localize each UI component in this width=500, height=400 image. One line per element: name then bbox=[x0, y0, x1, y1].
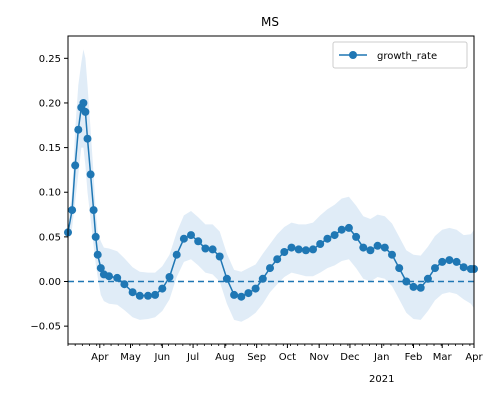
data-point bbox=[438, 257, 447, 266]
data-point bbox=[144, 291, 152, 300]
data-point bbox=[172, 250, 181, 259]
data-point bbox=[208, 245, 217, 254]
data-point bbox=[215, 252, 224, 261]
data-point bbox=[68, 206, 77, 215]
x-tick-label: Jun bbox=[154, 352, 171, 363]
data-point bbox=[445, 256, 454, 265]
data-point bbox=[165, 273, 174, 281]
data-point bbox=[395, 264, 404, 273]
data-point bbox=[380, 243, 389, 252]
data-point bbox=[113, 273, 122, 282]
y-tick-label: −0.05 bbox=[30, 322, 61, 333]
data-point bbox=[352, 232, 361, 241]
data-point bbox=[194, 237, 203, 246]
data-point bbox=[337, 225, 346, 234]
data-point bbox=[409, 282, 418, 291]
data-point bbox=[81, 107, 90, 116]
data-point bbox=[273, 255, 282, 264]
data-point bbox=[373, 241, 382, 250]
data-point bbox=[287, 243, 296, 252]
y-tick-label: 0.05 bbox=[39, 232, 61, 243]
legend-dot-marker bbox=[349, 51, 357, 59]
data-point bbox=[344, 223, 353, 232]
data-point bbox=[105, 272, 113, 281]
series-layer bbox=[64, 99, 478, 301]
data-point bbox=[89, 206, 98, 215]
data-point bbox=[222, 274, 231, 283]
y-tick-label: 0.10 bbox=[39, 188, 61, 199]
data-point bbox=[86, 170, 95, 179]
data-point bbox=[266, 264, 274, 273]
data-point bbox=[91, 232, 100, 241]
data-point bbox=[237, 292, 246, 301]
x-axis: Apr May Jun Jul Aug Sep Oct Nov Dec Jan Feb Mar Apr bbox=[67, 344, 484, 363]
x-tick-label: Sep bbox=[247, 352, 266, 363]
data-point bbox=[258, 274, 267, 283]
data-point bbox=[416, 283, 425, 292]
x-year-label: 2021 bbox=[369, 374, 394, 385]
data-point bbox=[280, 248, 289, 256]
data-point bbox=[452, 257, 461, 266]
data-point bbox=[294, 245, 303, 254]
data-point bbox=[179, 234, 188, 243]
data-point bbox=[74, 125, 83, 134]
plot-area bbox=[64, 49, 478, 322]
data-point bbox=[359, 243, 368, 252]
y-tick-label: 0.00 bbox=[39, 277, 61, 288]
data-point bbox=[187, 231, 195, 240]
y-axis: −0.05 0.00 0.05 0.10 0.15 0.20 0.25 bbox=[30, 54, 68, 333]
data-point bbox=[128, 288, 137, 297]
data-point bbox=[93, 250, 102, 259]
data-point bbox=[402, 277, 411, 286]
data-point bbox=[151, 290, 160, 299]
data-point bbox=[230, 290, 239, 299]
x-tick-label: Nov bbox=[309, 352, 329, 363]
x-tick-label: Apr bbox=[465, 352, 483, 363]
data-point bbox=[96, 264, 105, 273]
x-tick-label: Aug bbox=[215, 352, 235, 363]
x-tick-label: Oct bbox=[279, 352, 296, 363]
x-tick-label: Feb bbox=[405, 352, 423, 363]
legend-box bbox=[332, 41, 468, 69]
data-point bbox=[244, 289, 253, 298]
data-point bbox=[316, 240, 325, 248]
data-point bbox=[201, 244, 210, 253]
data-point bbox=[423, 274, 432, 283]
data-point bbox=[251, 284, 260, 293]
x-tick-label: Apr bbox=[91, 352, 109, 363]
data-point bbox=[431, 264, 439, 273]
x-tick-label: Mar bbox=[433, 352, 453, 363]
data-point bbox=[71, 161, 80, 170]
x-tick-label: May bbox=[120, 352, 141, 363]
legend: growth_rate bbox=[332, 41, 468, 69]
data-point bbox=[309, 245, 317, 254]
data-point bbox=[330, 231, 339, 240]
data-point bbox=[459, 263, 468, 272]
data-point bbox=[388, 250, 396, 259]
data-point bbox=[158, 284, 167, 293]
x-tick-label: Jul bbox=[186, 352, 199, 363]
legend-label: growth_rate bbox=[377, 51, 437, 62]
x-tick-label: Jan bbox=[373, 352, 389, 363]
data-point bbox=[120, 280, 129, 289]
data-point bbox=[79, 99, 88, 107]
plot-frame bbox=[67, 35, 475, 345]
x-tick-label: Dec bbox=[340, 352, 359, 363]
data-point bbox=[323, 234, 332, 243]
chart-title: MS bbox=[261, 15, 279, 29]
y-tick-label: 0.20 bbox=[39, 98, 61, 109]
data-point bbox=[83, 134, 92, 143]
data-point bbox=[301, 246, 310, 255]
data-point bbox=[366, 246, 375, 255]
data-point bbox=[135, 291, 144, 300]
y-tick-label: 0.25 bbox=[39, 54, 61, 65]
y-tick-label: 0.15 bbox=[39, 143, 61, 154]
